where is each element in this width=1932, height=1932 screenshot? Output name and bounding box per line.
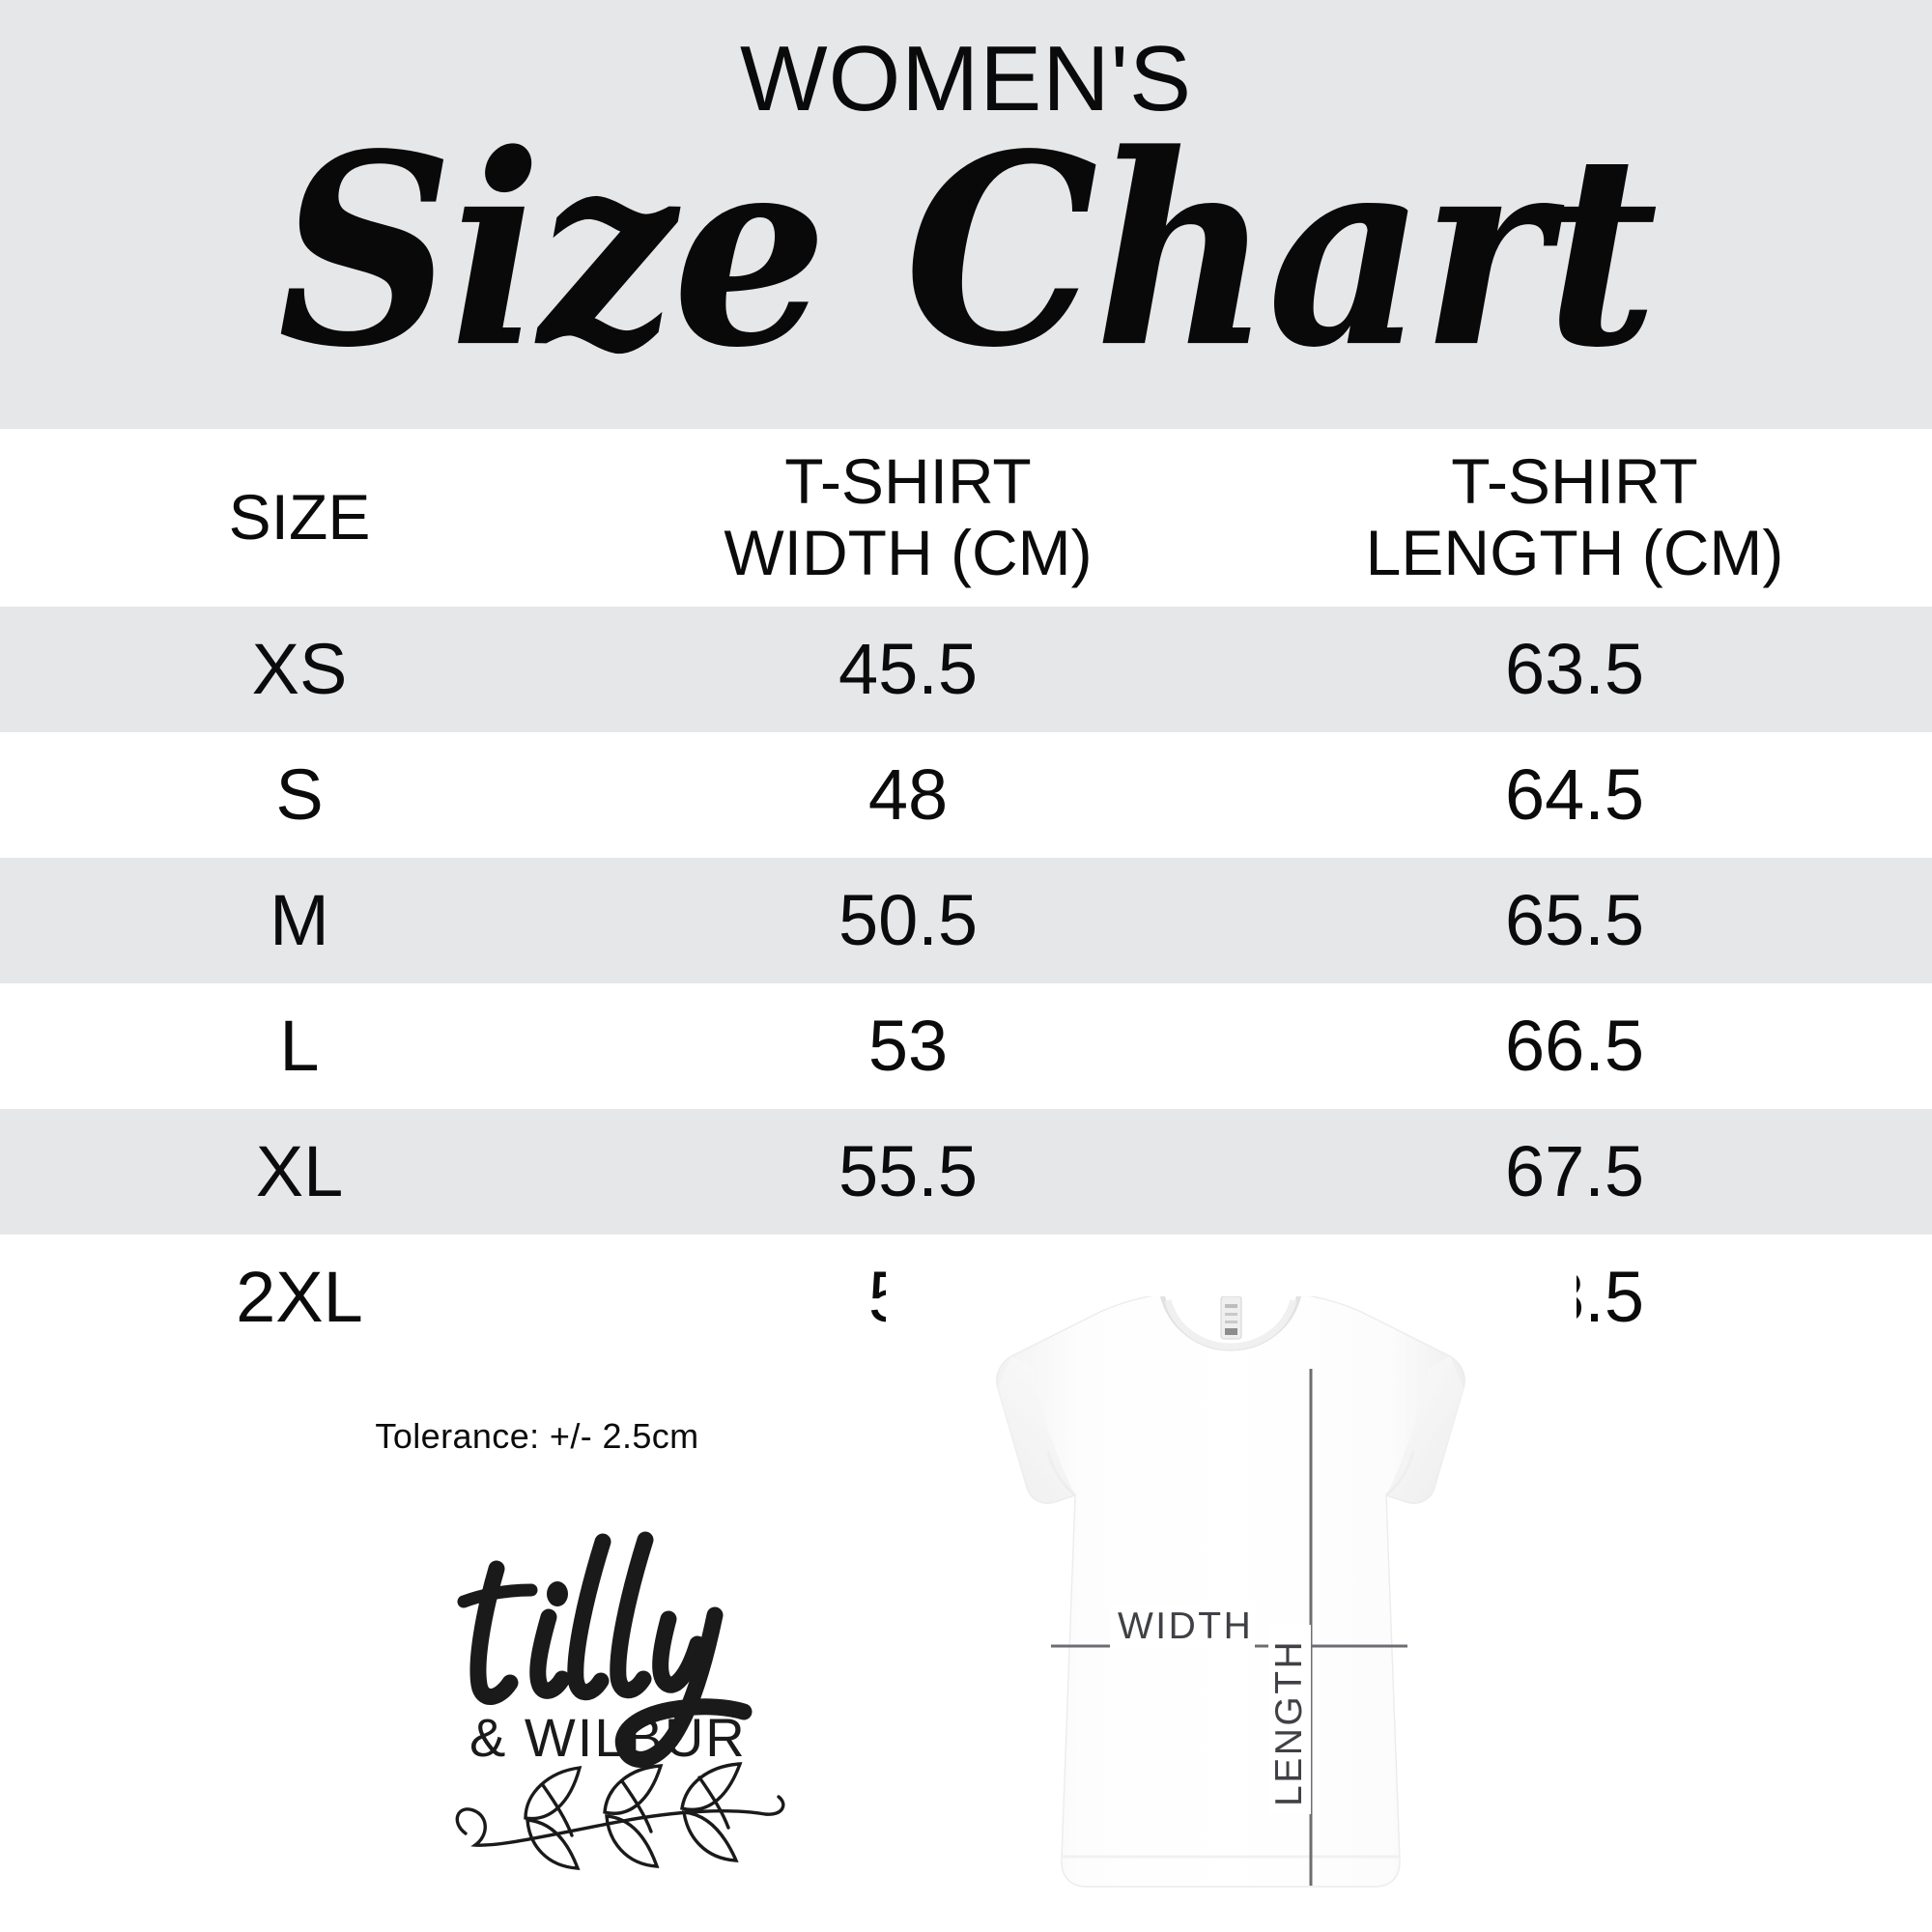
column-header-length: T-SHIRT LENGTH (CM) <box>1365 445 1784 588</box>
brand-logo: & WILBUR <box>425 1526 850 1913</box>
cell-width: 48 <box>867 754 949 835</box>
column-header-size: SIZE <box>228 481 371 554</box>
cell-width: 45.5 <box>838 629 979 709</box>
cell-size: M <box>270 880 329 960</box>
cell-width: 50.5 <box>838 880 979 960</box>
cell-length: 66.5 <box>1504 1006 1645 1086</box>
size-table: SIZE T-SHIRT WIDTH (CM) T-SHIRT LENGTH (… <box>0 429 1932 1360</box>
cell-length: 64.5 <box>1504 754 1645 835</box>
cell-size: L <box>279 1006 320 1086</box>
table-row: M 50.5 65.5 <box>0 858 1932 983</box>
shirt-photo-notch <box>886 1267 1577 1296</box>
length-label-group: LENGTH <box>1268 1625 1311 1814</box>
length-label: LENGTH <box>1268 1639 1310 1806</box>
cell-width: 55.5 <box>838 1131 979 1211</box>
logo-subtext: & WILBUR <box>469 1707 747 1768</box>
tshirt-diagram: WIDTH LENGTH <box>886 1267 1577 1932</box>
cell-size: XS <box>251 629 348 709</box>
table-header-row: SIZE T-SHIRT WIDTH (CM) T-SHIRT LENGTH (… <box>0 429 1932 607</box>
cell-length: 67.5 <box>1504 1131 1645 1211</box>
cell-length: 63.5 <box>1504 629 1645 709</box>
width-label: WIDTH <box>1118 1605 1253 1647</box>
cell-size: 2XL <box>236 1257 363 1337</box>
tolerance-note: Tolerance: +/- 2.5cm <box>375 1416 699 1456</box>
table-row: L 53 66.5 <box>0 983 1932 1109</box>
table-row: S 48 64.5 <box>0 732 1932 858</box>
cell-size: S <box>275 754 324 835</box>
page-eyebrow: WOMEN'S <box>740 27 1192 130</box>
table-row: XS 45.5 63.5 <box>0 607 1932 732</box>
table-row: XL 55.5 67.5 <box>0 1109 1932 1235</box>
tshirt-shape <box>996 1293 1465 1888</box>
column-header-width: T-SHIRT WIDTH (CM) <box>724 445 1093 588</box>
cell-length: 65.5 <box>1504 880 1645 960</box>
cell-size: XL <box>255 1131 344 1211</box>
title-band: WOMEN'S Size Chart <box>0 0 1932 429</box>
width-label-group: WIDTH <box>1110 1605 1255 1648</box>
page-title: Size Chart <box>277 97 1658 406</box>
cell-width: 53 <box>867 1006 949 1086</box>
